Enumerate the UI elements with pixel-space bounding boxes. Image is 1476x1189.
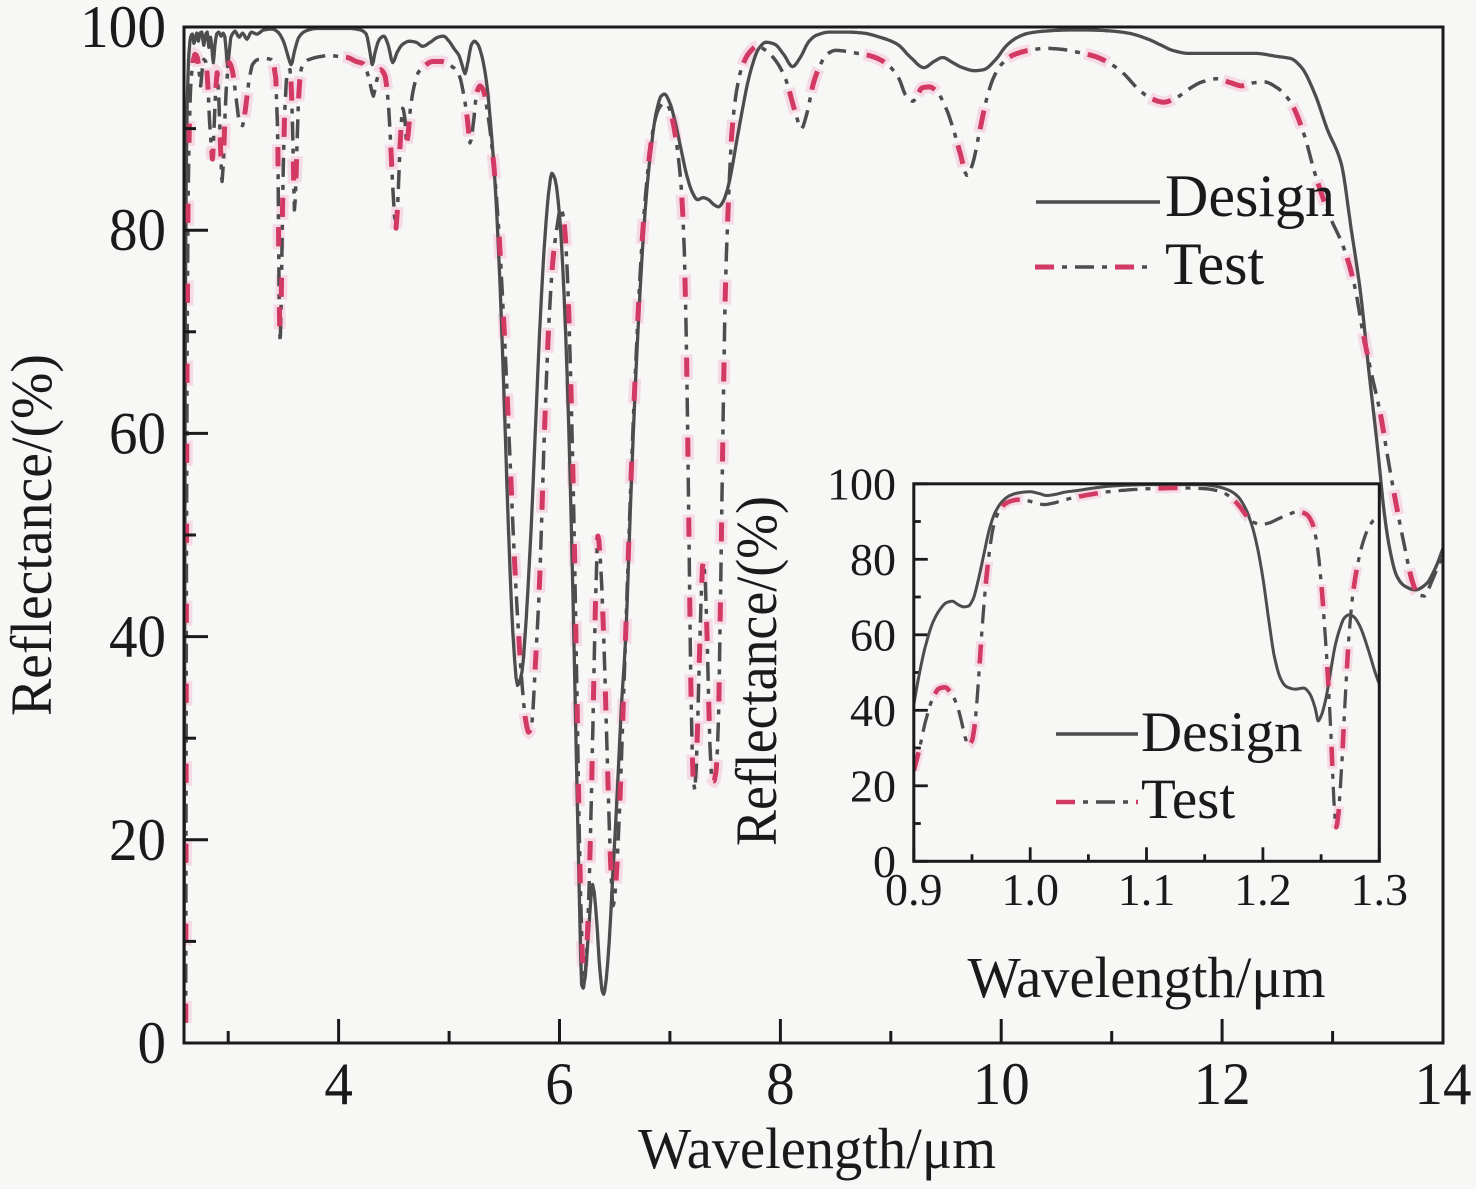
svg-text:Wavelength/μm: Wavelength/μm [968,945,1326,1010]
svg-text:40: 40 [109,604,166,670]
svg-text:20: 20 [109,807,166,873]
svg-text:8: 8 [766,1051,795,1117]
svg-text:6: 6 [545,1051,574,1117]
svg-text:100: 100 [827,458,896,509]
svg-text:4: 4 [324,1051,353,1117]
svg-text:1.1: 1.1 [1118,864,1176,915]
svg-text:1.0: 1.0 [1001,864,1059,915]
svg-text:60: 60 [850,609,896,660]
svg-text:80: 80 [850,534,896,585]
svg-text:10: 10 [973,1051,1030,1117]
svg-text:0: 0 [873,836,896,887]
svg-text:0: 0 [138,1010,167,1076]
svg-text:1.2: 1.2 [1234,864,1292,915]
svg-text:20: 20 [850,760,896,811]
svg-text:80: 80 [109,197,166,263]
svg-text:0.9: 0.9 [885,864,943,915]
svg-text:1.3: 1.3 [1351,864,1409,915]
svg-text:Test: Test [1165,231,1264,297]
svg-text:Wavelength/μm: Wavelength/μm [638,1116,996,1181]
svg-text:60: 60 [109,400,166,466]
svg-text:40: 40 [850,685,896,736]
svg-text:Test: Test [1141,768,1235,831]
svg-text:Reflectance/(%): Reflectance/(%) [0,354,64,716]
svg-text:12: 12 [1194,1051,1251,1117]
svg-text:Design: Design [1141,701,1302,764]
svg-text:14: 14 [1415,1051,1472,1117]
svg-text:Design: Design [1165,163,1335,229]
svg-text:100: 100 [80,0,166,60]
svg-text:Reflectance/(%): Reflectance/(%) [724,496,789,846]
